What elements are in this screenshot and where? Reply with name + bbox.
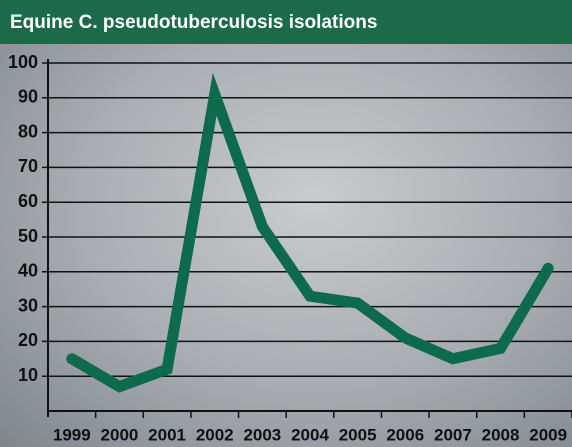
y-tick-label: 90 [18,87,38,107]
y-tick-label: 10 [18,365,38,385]
chart: Equine C. pseudotuberculosis isolations … [0,0,572,447]
x-tick-label: 2008 [482,425,520,444]
x-tick-label: 2004 [291,425,329,444]
x-tick-label: 2003 [243,425,281,444]
x-tick-label: 2009 [529,425,567,444]
y-tick-label: 80 [18,121,38,141]
y-tick-label: 70 [18,156,38,176]
x-tick-label: 2001 [148,425,186,444]
x-tick-label: 2000 [101,425,139,444]
y-tick-label: 100 [8,52,38,72]
y-tick-label: 30 [18,295,38,315]
background [0,0,572,447]
x-tick-label: 1999 [53,425,91,444]
x-tick-label: 2002 [196,425,234,444]
x-tick-label: 2006 [386,425,424,444]
x-tick-label: 2007 [434,425,472,444]
y-tick-label: 40 [18,261,38,281]
y-tick-label: 20 [18,330,38,350]
y-tick-label: 50 [18,226,38,246]
y-tick-label: 60 [18,191,38,211]
x-tick-label: 2005 [339,425,377,444]
chart-title: Equine C. pseudotuberculosis isolations [10,12,377,33]
